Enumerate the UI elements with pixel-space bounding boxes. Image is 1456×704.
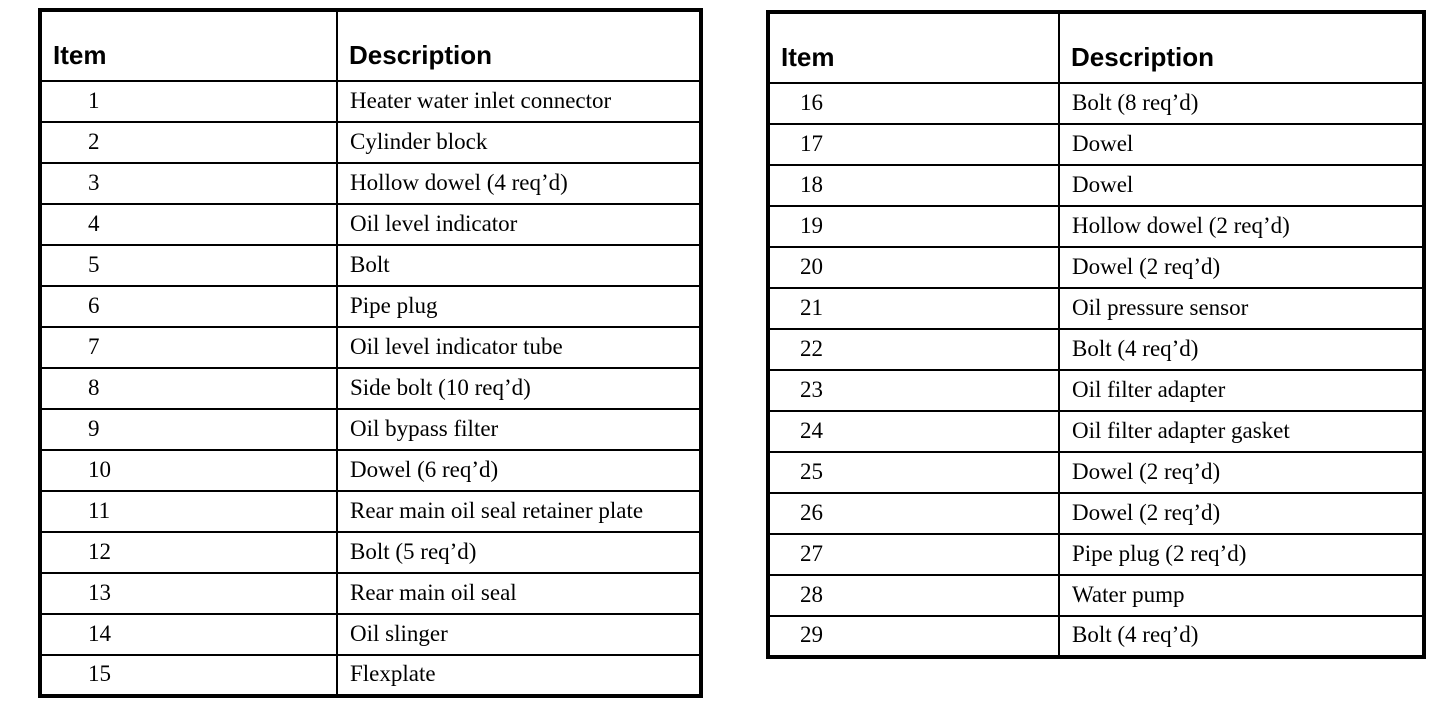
table-row: 17 Dowel [767, 123, 1425, 166]
table-row: 10 Dowel (6 req’d) [39, 449, 702, 492]
item-description: Oil filter adapter [1058, 369, 1425, 412]
item-number: 13 [39, 572, 338, 615]
item-number: 4 [39, 203, 338, 246]
item-description: Hollow dowel (4 req’d) [336, 162, 702, 205]
table-row: 4 Oil level indicator [39, 203, 702, 246]
item-description: Hollow dowel (2 req’d) [1058, 205, 1425, 248]
item-number: 16 [767, 82, 1060, 125]
item-number: 9 [39, 408, 338, 451]
table-row: 3 Hollow dowel (4 req’d) [39, 162, 702, 205]
parts-table-right: Item Description 16 Bolt (8 req’d) 17 Dowel… [766, 10, 1426, 659]
parts-table-left: Item Description 1 Heater water inlet con… [38, 8, 703, 698]
item-description: Side bolt (10 req’d) [336, 367, 702, 410]
item-description: Dowel (6 req’d) [336, 449, 702, 492]
item-description: Bolt (4 req’d) [1058, 328, 1425, 371]
item-number: 19 [767, 205, 1060, 248]
table-row: 15 Flexplate [39, 654, 702, 697]
table-row: 5 Bolt [39, 244, 702, 287]
item-description: Pipe plug (2 req’d) [1058, 533, 1425, 576]
item-description: Oil slinger [336, 613, 702, 656]
table-row: 21 Oil pressure sensor [767, 287, 1425, 330]
item-description: Flexplate [336, 654, 702, 697]
item-number: 7 [39, 326, 338, 369]
item-description: Rear main oil seal retainer plate [336, 490, 702, 533]
item-description: Bolt (4 req’d) [1058, 615, 1425, 658]
table-row: 27 Pipe plug (2 req’d) [767, 533, 1425, 576]
column-header-item: Item [39, 9, 338, 82]
item-description: Cylinder block [336, 121, 702, 164]
table-row: 29 Bolt (4 req’d) [767, 615, 1425, 658]
table-row: 25 Dowel (2 req’d) [767, 451, 1425, 494]
item-number: 22 [767, 328, 1060, 371]
item-description: Rear main oil seal [336, 572, 702, 615]
table-row: 24 Oil filter adapter gasket [767, 410, 1425, 453]
table-row: 20 Dowel (2 req’d) [767, 246, 1425, 289]
table-row: 14 Oil slinger [39, 613, 702, 656]
item-number: 18 [767, 164, 1060, 207]
table-row: 2 Cylinder block [39, 121, 702, 164]
table-row: 19 Hollow dowel (2 req’d) [767, 205, 1425, 248]
column-header-description: Description [336, 9, 702, 82]
header-row: Item Description [767, 11, 1425, 84]
table-row: 12 Bolt (5 req’d) [39, 531, 702, 574]
item-description: Dowel [1058, 123, 1425, 166]
item-number: 21 [767, 287, 1060, 330]
item-number: 15 [39, 654, 338, 697]
item-number: 25 [767, 451, 1060, 494]
item-description: Bolt [336, 244, 702, 287]
item-number: 17 [767, 123, 1060, 166]
item-number: 10 [39, 449, 338, 492]
table-row: 1 Heater water inlet connector [39, 80, 702, 123]
item-description: Dowel [1058, 164, 1425, 207]
table-row: 26 Dowel (2 req’d) [767, 492, 1425, 535]
item-number: 3 [39, 162, 338, 205]
item-number: 27 [767, 533, 1060, 576]
item-description: Water pump [1058, 574, 1425, 617]
table-row: 22 Bolt (4 req’d) [767, 328, 1425, 371]
item-number: 1 [39, 80, 338, 123]
item-description: Oil bypass filter [336, 408, 702, 451]
table-row: 7 Oil level indicator tube [39, 326, 702, 369]
item-number: 29 [767, 615, 1060, 658]
header-row: Item Description [39, 9, 702, 82]
item-number: 23 [767, 369, 1060, 412]
table-row: 13 Rear main oil seal [39, 572, 702, 615]
item-number: 24 [767, 410, 1060, 453]
table-row: 8 Side bolt (10 req’d) [39, 367, 702, 410]
table-row: 28 Water pump [767, 574, 1425, 617]
table-row: 6 Pipe plug [39, 285, 702, 328]
table-row: 18 Dowel [767, 164, 1425, 207]
item-description: Oil level indicator [336, 203, 702, 246]
column-header-description: Description [1058, 11, 1425, 84]
item-number: 11 [39, 490, 338, 533]
item-number: 14 [39, 613, 338, 656]
item-description: Bolt (8 req’d) [1058, 82, 1425, 125]
table-row: 23 Oil filter adapter [767, 369, 1425, 412]
table-row: 9 Oil bypass filter [39, 408, 702, 451]
item-number: 20 [767, 246, 1060, 289]
item-number: 28 [767, 574, 1060, 617]
item-description: Bolt (5 req’d) [336, 531, 702, 574]
item-number: 12 [39, 531, 338, 574]
item-description: Oil pressure sensor [1058, 287, 1425, 330]
item-number: 5 [39, 244, 338, 287]
item-description: Dowel (2 req’d) [1058, 246, 1425, 289]
item-number: 2 [39, 121, 338, 164]
item-description: Oil filter adapter gasket [1058, 410, 1425, 453]
item-number: 8 [39, 367, 338, 410]
item-description: Oil level indicator tube [336, 326, 702, 369]
item-description: Dowel (2 req’d) [1058, 451, 1425, 494]
item-number: 26 [767, 492, 1060, 535]
table-row: 11 Rear main oil seal retainer plate [39, 490, 702, 533]
item-description: Dowel (2 req’d) [1058, 492, 1425, 535]
item-number: 6 [39, 285, 338, 328]
table-row: 16 Bolt (8 req’d) [767, 82, 1425, 125]
item-description: Heater water inlet connector [336, 80, 702, 123]
column-header-item: Item [767, 11, 1060, 84]
item-description: Pipe plug [336, 285, 702, 328]
